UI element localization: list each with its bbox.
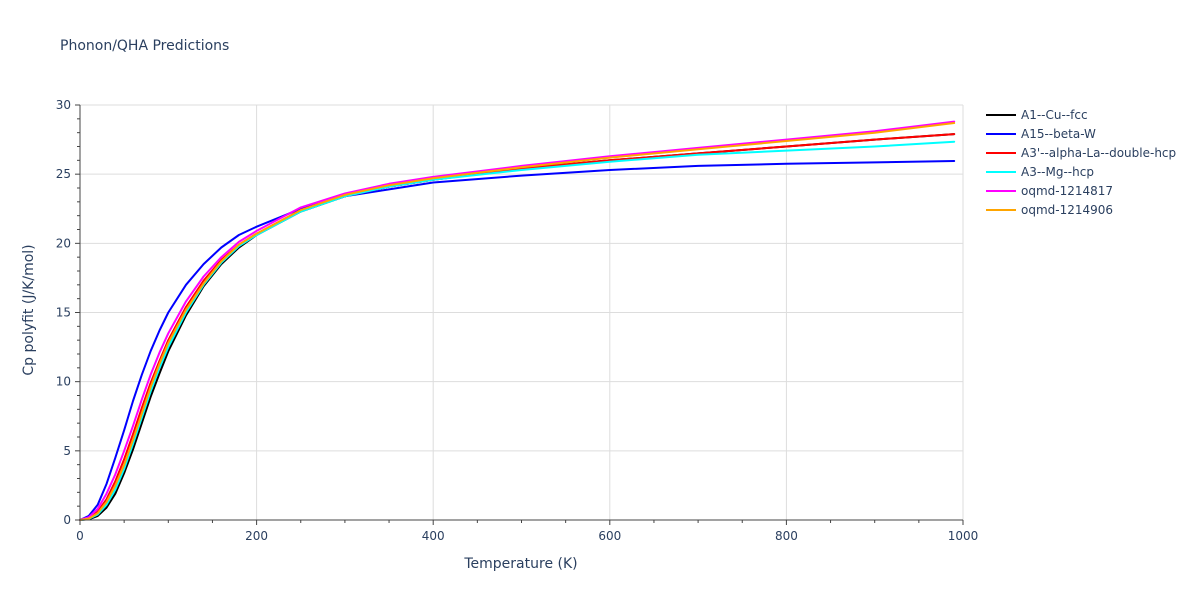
- legend-label: oqmd-1214906: [1021, 203, 1113, 217]
- legend-label: oqmd-1214817: [1021, 184, 1113, 198]
- series-line: [79, 133, 956, 521]
- legend-item[interactable]: oqmd-1214906: [986, 203, 1113, 217]
- y-tick-label: 10: [56, 375, 71, 389]
- y-tick-label: 0: [63, 513, 71, 527]
- legend[interactable]: A1--Cu--fcc A15--beta-W A3'--alpha-La--dou…: [986, 108, 1176, 217]
- x-axis-title: Temperature (K): [463, 556, 577, 572]
- grid: [80, 104, 964, 520]
- legend-item[interactable]: A3'--alpha-La--double-hcp: [986, 146, 1176, 160]
- legend-label: A15--beta-W: [1021, 127, 1096, 141]
- y-axis-title: Cp polyfit (J/K/mol): [21, 244, 37, 375]
- x-tick-label: 1000: [948, 529, 979, 543]
- plot-area: [79, 120, 956, 521]
- series-line: [79, 160, 956, 521]
- legend-label: A1--Cu--fcc: [1021, 108, 1088, 122]
- legend-item[interactable]: A1--Cu--fcc: [986, 108, 1088, 122]
- x-tick-label: 400: [422, 529, 445, 543]
- series-line: [79, 122, 956, 521]
- legend-label: A3--Mg--hcp: [1021, 165, 1094, 179]
- legend-item[interactable]: A3--Mg--hcp: [986, 165, 1094, 179]
- y-tick-label: 25: [56, 167, 71, 181]
- x-tick-label: 0: [76, 529, 84, 543]
- series-line: [79, 133, 956, 521]
- legend-label: A3'--alpha-La--double-hcp: [1021, 146, 1176, 160]
- x-tick-label: 800: [775, 529, 798, 543]
- x-tick-label: 200: [245, 529, 268, 543]
- legend-item[interactable]: oqmd-1214817: [986, 184, 1113, 198]
- series-line: [79, 140, 956, 521]
- y-tick-label: 20: [56, 236, 71, 250]
- y-tick-label: 5: [63, 444, 71, 458]
- x-tick-label: 600: [598, 529, 621, 543]
- chart-title: Phonon/QHA Predictions: [60, 38, 229, 54]
- series-line: [79, 120, 956, 521]
- legend-item[interactable]: A15--beta-W: [986, 127, 1096, 141]
- y-tick-label: 15: [56, 306, 71, 320]
- axes: 0 200 400 600 800 1000 0 5 10 15 20 25 30: [56, 98, 979, 543]
- y-tick-label: 30: [56, 98, 71, 112]
